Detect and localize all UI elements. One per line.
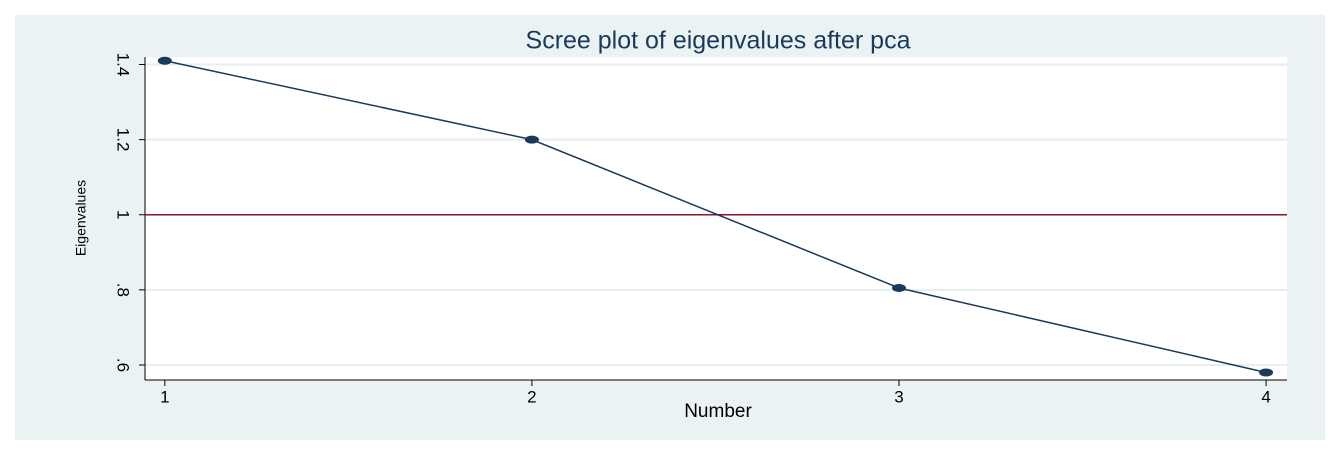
chart-title: Scree plot of eigenvalues after pca bbox=[526, 27, 911, 55]
series-line bbox=[164, 60, 1267, 374]
y-tick-label: 1.2 bbox=[114, 128, 133, 152]
x-tick-label: 2 bbox=[527, 387, 536, 406]
x-tick-label: 3 bbox=[894, 387, 903, 406]
x-axis-title: Number bbox=[684, 401, 752, 422]
data-point bbox=[891, 283, 906, 292]
data-point bbox=[157, 56, 172, 65]
y-axis-title: Eigenvalues bbox=[73, 180, 89, 256]
y-tick-label: .6 bbox=[114, 358, 133, 372]
x-tick-label: 4 bbox=[1261, 387, 1270, 406]
data-point bbox=[524, 135, 539, 144]
plot-area bbox=[145, 57, 1287, 380]
y-tick-label: 1.4 bbox=[114, 53, 133, 77]
data-point bbox=[1259, 368, 1274, 377]
y-tick-label: 1 bbox=[114, 210, 133, 219]
x-tick-label: 1 bbox=[160, 387, 169, 406]
y-tick-label: .8 bbox=[114, 283, 133, 297]
